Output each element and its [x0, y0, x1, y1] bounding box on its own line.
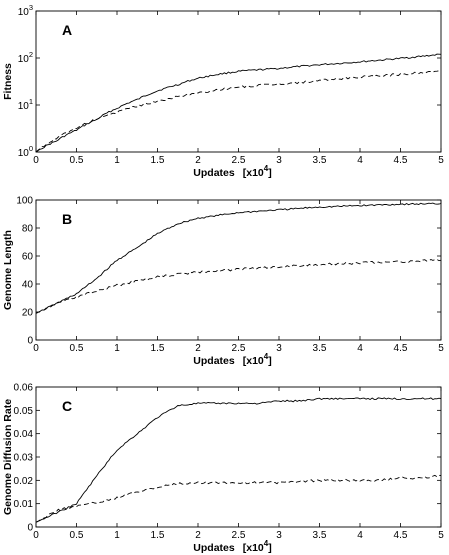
x-tick-label: 4: [357, 343, 363, 354]
y-tick-label: 100: [18, 144, 33, 159]
x-tick-label: 0.5: [70, 530, 84, 541]
axes-frame: [35, 199, 442, 341]
axes-frame: [35, 10, 442, 153]
x-tick-label: 0: [33, 343, 39, 354]
x-tick-label: 1: [114, 530, 120, 541]
x-tick-label: 4.5: [394, 530, 408, 541]
x-tick-label: 2.5: [232, 155, 246, 166]
y-tick-label: 0: [27, 523, 33, 534]
x-axis-label: Updates [x104]: [193, 164, 271, 179]
series-line-dashed: [35, 474, 442, 523]
x-tick-label: 0.5: [70, 155, 84, 166]
x-tick-label: 0: [33, 530, 39, 541]
x-axis-units-close: ]: [268, 167, 272, 179]
y-tick-label: 0.02: [14, 476, 34, 487]
x-tick-label: 1: [114, 155, 120, 166]
x-axis-title: Updates: [193, 167, 235, 179]
x-tick-label: 5: [438, 155, 444, 166]
panel-letter: C: [62, 398, 72, 414]
panel-letter: B: [62, 211, 72, 227]
y-tick-label: 0: [27, 336, 33, 347]
x-axis-title: Updates: [193, 355, 235, 367]
x-axis-units-exponent: 4: [264, 352, 269, 361]
y-axis-label: Fitness: [2, 63, 14, 100]
x-tick-label: 5: [438, 530, 444, 541]
x-axis-units-close: ]: [268, 542, 272, 554]
x-tick-label: 1: [114, 343, 120, 354]
axes-frame: [35, 386, 442, 528]
x-axis-units-exponent: 4: [264, 164, 269, 173]
x-tick-label: 3: [276, 343, 282, 354]
panel-c: 0 0.5 1 1.5 2 2.5 3 3.5 4 4.5 5 0 0.01 0.02 0.03 0.04 0.…: [2, 383, 444, 555]
y-axis-label: Genome Diffusion Rate: [2, 399, 14, 515]
y-tick-label: 0.05: [14, 406, 34, 417]
y-tick-label: 0.03: [14, 453, 34, 464]
x-tick-label: 2: [195, 343, 201, 354]
y-tick-base: 10: [18, 101, 30, 112]
x-tick-label: 3.5: [313, 530, 327, 541]
x-tick-label: 2: [195, 155, 201, 166]
y-tick-exponent: 2: [29, 50, 33, 59]
y-tick-label: 20: [22, 308, 34, 319]
x-tick-label: 4: [357, 530, 363, 541]
y-tick-label: 103: [18, 3, 33, 18]
series-line-solid: [35, 53, 442, 153]
y-tick-label: 60: [22, 252, 34, 263]
x-tick-label: 4.5: [394, 343, 408, 354]
x-tick-label: 4: [357, 155, 363, 166]
x-tick-label: 3.5: [313, 155, 327, 166]
x-tick-label: 3: [276, 155, 282, 166]
x-axis-units: [x10: [243, 167, 264, 179]
x-tick-label: 2.5: [232, 530, 246, 541]
y-tick-label: 0.06: [14, 383, 34, 394]
x-axis-title: Updates: [193, 542, 235, 554]
y-axis-label: Genome Length: [2, 230, 14, 310]
x-axis-units-exponent: 4: [264, 539, 269, 548]
y-tick-exponent: 1: [29, 97, 33, 106]
x-tick-label: 0: [33, 155, 39, 166]
y-tick-label: 0.04: [14, 429, 34, 440]
x-tick-label: 2: [195, 530, 201, 541]
y-tick-base: 10: [18, 148, 30, 159]
y-tick-label: 80: [22, 224, 34, 235]
y-tick-label: 101: [18, 97, 33, 112]
panel-a: 0 0.5 1 1.5 2 2.5 3 3.5 4 4.5 5100101102103AUpdate…: [2, 3, 444, 179]
x-axis-label: Updates [x104]: [193, 539, 271, 554]
x-tick-label: 1.5: [151, 343, 165, 354]
y-tick-label: 0.01: [14, 499, 34, 510]
x-tick-label: 4.5: [394, 155, 408, 166]
x-tick-label: 3.5: [313, 343, 327, 354]
y-tick-label: 100: [16, 196, 33, 207]
y-tick-label: 40: [22, 280, 34, 291]
series-line-solid: [35, 397, 442, 523]
x-axis-units: [x10: [243, 355, 264, 367]
y-tick-label: 102: [18, 50, 33, 65]
x-tick-label: 1.5: [151, 155, 165, 166]
x-axis-units-close: ]: [268, 355, 272, 367]
panel-letter: A: [62, 22, 72, 38]
x-tick-label: 2.5: [232, 343, 246, 354]
panel-b: 0 0.5 1 1.5 2 2.5 3 3.5 4 4.5 5 0 20 40 60 80 100 B Update…: [2, 196, 444, 368]
x-tick-label: 5: [438, 343, 444, 354]
series-line-solid: [35, 202, 442, 314]
series-line-dashed: [35, 70, 442, 153]
series-line-dashed: [35, 258, 442, 314]
x-axis-label: Updates [x104]: [193, 352, 271, 367]
y-tick-base: 10: [18, 7, 30, 18]
y-tick-exponent: 0: [29, 144, 33, 153]
y-tick-exponent: 3: [29, 3, 33, 12]
x-tick-label: 3: [276, 530, 282, 541]
x-tick-label: 1.5: [151, 530, 165, 541]
x-axis-units: [x10: [243, 542, 264, 554]
y-tick-base: 10: [18, 54, 30, 65]
x-tick-label: 0.5: [70, 343, 84, 354]
